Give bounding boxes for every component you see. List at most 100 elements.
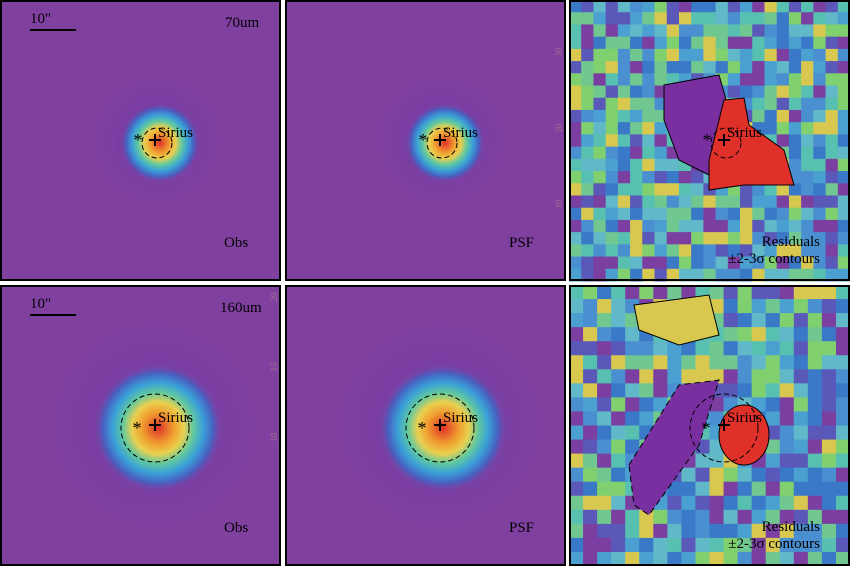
residual-pixel <box>569 537 584 553</box>
residual-pixel <box>788 268 802 282</box>
panel-border <box>285 0 566 281</box>
panel-border <box>0 285 281 566</box>
residual-pixel <box>630 109 643 123</box>
residual-pixel <box>715 244 729 258</box>
residual-pixel <box>569 495 584 511</box>
residual-pixel <box>764 122 778 135</box>
residual-pixel <box>617 232 631 245</box>
residual-pixel <box>691 244 704 258</box>
residual-pixel <box>752 36 765 50</box>
residual-pixel <box>764 36 778 50</box>
residual-pixel <box>723 537 739 553</box>
residual-pixel <box>751 369 767 384</box>
residual-pixel <box>678 195 692 209</box>
residual-pixel <box>569 48 582 62</box>
residual-pixel <box>691 24 704 38</box>
residual-pixel <box>666 36 680 50</box>
residual-pixel <box>835 299 850 314</box>
residual-pixel <box>630 219 643 233</box>
residual-pixel <box>581 61 594 74</box>
residual-pixel <box>597 341 612 356</box>
residual-pixel <box>801 97 814 111</box>
residual-pixel <box>630 61 643 74</box>
residual-pixel <box>611 537 626 553</box>
residual-pixel <box>837 134 850 148</box>
obs-label: Obs <box>224 235 248 251</box>
residual-pixel <box>611 327 626 342</box>
residual-pixel <box>737 285 753 300</box>
residual-pixel <box>617 207 631 221</box>
residual-pixel <box>825 36 839 50</box>
residual-pixel <box>605 48 619 62</box>
residual-pixel <box>779 285 795 300</box>
residual-label: ±2-3σ contours <box>728 251 820 267</box>
residual-pixel <box>779 313 795 328</box>
residual-pixel <box>751 551 767 566</box>
residual-pixel <box>654 24 668 38</box>
residual-pixel <box>597 537 612 553</box>
residual-pixel <box>788 219 802 233</box>
residual-pixel <box>825 73 839 87</box>
residual-pixel <box>703 256 717 270</box>
residual-pixel <box>642 195 656 209</box>
residual-pixel <box>611 481 626 497</box>
residual-pixel <box>776 134 790 148</box>
residual-pixel <box>605 12 619 25</box>
residual-pixel <box>593 207 607 221</box>
residual-pixel <box>737 369 753 384</box>
residual-pixel <box>776 97 790 111</box>
residual-pixel <box>776 122 790 135</box>
residual-pixel <box>642 73 656 87</box>
residual-pixel <box>642 146 656 160</box>
residual-pixel <box>837 24 850 38</box>
residual-pixel <box>793 467 809 483</box>
residual-pixel <box>569 397 584 412</box>
residual-pixel <box>569 122 582 135</box>
residual-pixel <box>751 481 767 497</box>
residual-pixel <box>715 195 729 209</box>
residual-pixel <box>593 61 607 74</box>
residual-pixel <box>642 24 656 38</box>
residual-pixel <box>678 219 692 233</box>
residual-pixel <box>691 207 704 221</box>
residual-pixel <box>788 97 802 111</box>
residual-pixel <box>583 481 598 497</box>
residual-pixel <box>703 61 717 74</box>
residual-pixel <box>715 48 729 62</box>
residual-pixel <box>837 207 850 221</box>
residual-pixel <box>765 495 781 511</box>
residual-pixel <box>807 397 823 412</box>
residual-pixel <box>807 537 823 553</box>
residual-pixel <box>715 219 729 233</box>
tick-label: 20 <box>269 292 279 302</box>
residual-pixel <box>837 97 850 111</box>
residual-pixel <box>617 61 631 74</box>
residual-pixel <box>813 134 827 148</box>
residual-pixel <box>569 219 582 233</box>
residual-pixel <box>709 355 725 370</box>
residual-pixel <box>581 244 594 258</box>
residual-pixel <box>583 299 598 314</box>
residual-pixel <box>639 383 654 398</box>
residual-pixel <box>605 122 619 135</box>
residual-pixel <box>764 195 778 209</box>
residual-pixel <box>691 171 704 184</box>
residual-pixel <box>642 48 656 62</box>
residual-pixel <box>751 537 767 553</box>
residual-pixel <box>737 467 753 483</box>
residual-pixel <box>630 122 643 135</box>
residual-pixel <box>813 207 827 221</box>
residual-pixel <box>835 453 850 469</box>
source-blob <box>120 103 200 183</box>
residual-pixel <box>617 195 631 209</box>
residual-pixel <box>691 12 704 25</box>
residual-pixel <box>793 453 809 469</box>
residual-pixel <box>813 195 827 209</box>
residual-pixel <box>678 207 692 221</box>
residual-pixel <box>678 36 692 50</box>
residual-pixel <box>764 268 778 282</box>
residual-pixel <box>801 73 814 87</box>
residual-pixel <box>597 481 612 497</box>
residual-pixel <box>709 481 725 497</box>
residual-pixel <box>625 537 640 553</box>
